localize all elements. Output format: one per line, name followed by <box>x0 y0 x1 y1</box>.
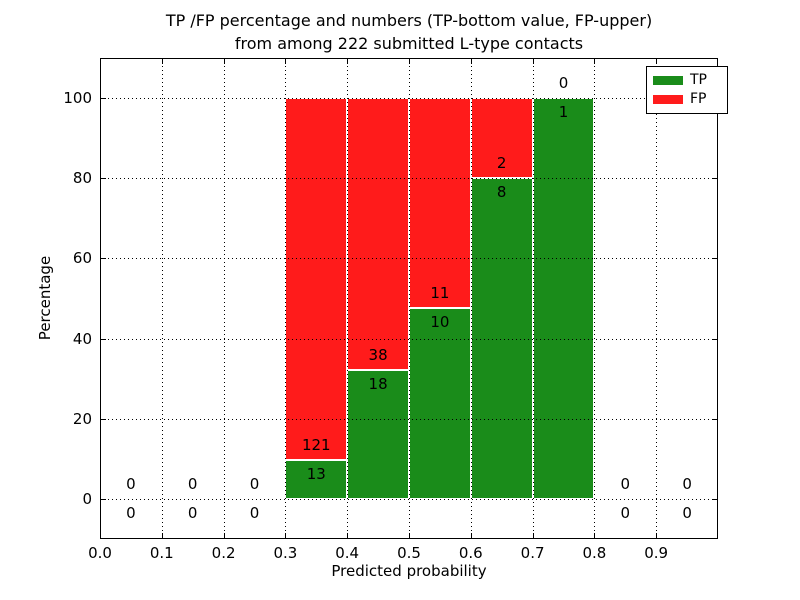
x-gridline <box>161 58 163 539</box>
x-gridline <box>470 58 472 539</box>
x-tick-label: 0.2 <box>211 544 236 562</box>
x-tick-mark <box>223 533 225 539</box>
x-tick-mark <box>409 533 410 539</box>
fp-legend-label: FP <box>690 91 707 107</box>
tp-count-label: 18 <box>368 375 388 394</box>
chart-title: TP /FP percentage and numbers (TP-bottom… <box>100 9 718 55</box>
ticks-layer <box>100 58 718 539</box>
x-tick-label: 0.6 <box>458 544 483 562</box>
x-tick-mark <box>347 533 349 539</box>
fp-legend-swatch-icon <box>653 95 683 104</box>
tp-count-label: 0 <box>620 503 631 522</box>
tp-count-label: 13 <box>306 465 326 484</box>
x-tick-mark-top <box>594 58 596 64</box>
fp-bar-segment <box>409 98 471 309</box>
fp-count-label: 0 <box>620 474 631 493</box>
plot-area: 0 0 0 0 0 0 121 13 38 18 11 10 2 8 0 1 0 0 0 0 TP FP <box>100 58 728 539</box>
y-axis-label: Percentage <box>36 255 54 341</box>
x-tick-label: 0.4 <box>335 544 360 562</box>
fp-count-label: 0 <box>249 474 260 493</box>
tp-legend-swatch-icon <box>653 76 683 85</box>
tp-count-label: 0 <box>126 503 136 522</box>
x-axis-label: Predicted probability <box>331 562 487 580</box>
tp-count-label: 0 <box>682 503 692 522</box>
x-gridline <box>347 58 349 539</box>
fp-bar-segment <box>285 98 348 461</box>
y-tick-mark <box>100 98 106 100</box>
x-tick-label: 0.8 <box>582 544 607 562</box>
x-tick-mark <box>285 533 287 539</box>
tp-count-label: 0 <box>249 503 260 522</box>
y-tick-mark <box>100 178 106 180</box>
y-tick-label: 100 <box>63 89 92 108</box>
x-tick-mark-top <box>285 58 287 64</box>
y-tick-mark <box>100 418 106 420</box>
fp-count-label: 0 <box>558 74 569 93</box>
y-tick-mark <box>100 338 106 340</box>
x-tick-mark-top <box>347 58 349 64</box>
x-gridline <box>656 58 658 539</box>
annotations-layer: 0 0 0 0 0 0 121 13 38 18 11 10 2 8 0 1 0 0 0 0 <box>100 58 718 539</box>
x-gridline <box>223 58 225 539</box>
legend-item-fp: FP <box>653 90 721 109</box>
y-tick-mark-right <box>712 418 718 420</box>
y-tick-mark-right <box>712 258 718 260</box>
y-tick-label: 60 <box>72 249 92 268</box>
y-tick-mark <box>100 258 106 260</box>
fp-count-label: 2 <box>496 154 507 173</box>
tp-bar-segment <box>285 460 348 499</box>
x-tick-label: 0.5 <box>397 544 421 562</box>
x-tick-mark-top <box>656 58 658 64</box>
x-tick-mark-top <box>470 58 472 64</box>
x-gridline <box>409 58 410 539</box>
grid-layer <box>100 58 718 539</box>
y-tick-mark-right <box>712 338 718 340</box>
y-tick-label: 0 <box>82 489 92 508</box>
y-tick-label: 80 <box>72 169 92 188</box>
y-tick-label: 40 <box>72 329 92 348</box>
x-tick-mark <box>656 533 658 539</box>
y-tick-mark-right <box>712 178 718 180</box>
x-gridline <box>285 58 287 539</box>
tp-legend-label: TP <box>690 72 707 88</box>
fp-count-label: 121 <box>301 436 331 455</box>
y-tick-mark <box>100 498 106 500</box>
x-tick-label: 0.1 <box>149 544 174 562</box>
tp-count-label: 0 <box>187 503 198 522</box>
y-tick-mark-right <box>712 498 718 500</box>
chart-title-line-1: TP /FP percentage and numbers (TP-bottom… <box>165 11 653 30</box>
fp-count-label: 0 <box>187 474 198 493</box>
fp-count-label: 38 <box>368 346 388 365</box>
x-tick-label: 0.3 <box>273 544 298 562</box>
x-tick-mark <box>470 533 472 539</box>
x-tick-label: 0.7 <box>520 544 545 562</box>
fp-count-label: 0 <box>682 474 692 493</box>
x-tick-label: 0.9 <box>644 544 669 562</box>
tp-count-label: 8 <box>496 183 507 202</box>
legend: TP FP <box>646 66 728 114</box>
tp-count-label: 1 <box>558 103 569 122</box>
x-gridline <box>594 58 596 539</box>
fp-bar-segment <box>347 98 409 371</box>
y-tick-label: 20 <box>72 409 92 428</box>
x-tick-mark-top <box>532 58 534 64</box>
fp-count-label: 0 <box>126 474 136 493</box>
x-tick-mark-top <box>161 58 163 64</box>
x-gridline <box>532 58 534 539</box>
x-tick-mark <box>161 533 163 539</box>
x-tick-mark <box>532 533 534 539</box>
x-tick-mark-top <box>223 58 225 64</box>
chart-title-line-2: from among 222 submitted L-type contacts <box>234 34 584 53</box>
fp-count-label: 11 <box>430 284 450 303</box>
x-tick-mark-top <box>409 58 410 64</box>
legend-item-tp: TP <box>653 71 721 90</box>
tp-count-label: 10 <box>430 313 450 332</box>
x-tick-mark <box>594 533 596 539</box>
x-tick-label: 0.0 <box>88 544 112 562</box>
